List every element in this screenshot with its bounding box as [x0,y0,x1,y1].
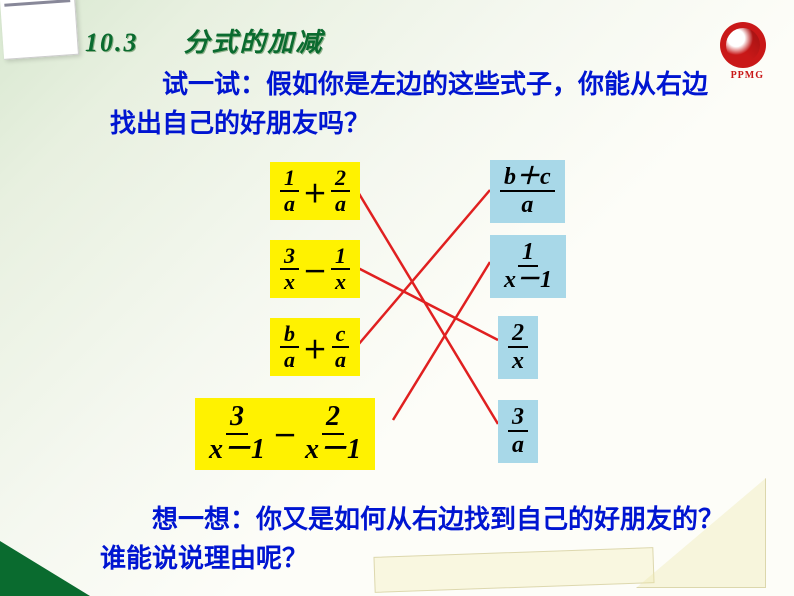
fraction: 3x－1 [205,402,269,466]
fraction: ba [280,322,299,372]
operator: － [273,416,297,451]
left-expression-L4: 3x－1－2x－1 [195,398,375,470]
fraction: 3a [508,404,528,459]
numerator: 1 [280,166,299,192]
numerator: b [280,322,299,348]
fraction: 1a [280,166,299,216]
match-line [358,190,490,345]
left-expression-L1: 1a＋2a [270,162,360,220]
numerator: 1 [331,244,350,270]
denominator: a [331,348,350,372]
fraction: 1x－1 [500,239,556,294]
denominator: a [280,192,299,216]
operator: ＋ [303,174,327,209]
denominator: a [508,432,528,458]
notepad-graphic [0,0,79,60]
fraction: 2x [508,320,528,375]
match-line [358,268,498,340]
numerator: 2 [322,402,344,435]
numerator: 3 [280,244,299,270]
numerator: 1 [518,239,538,267]
denominator: x [508,348,528,374]
operator: － [303,252,327,287]
match-line [393,262,490,420]
denominator: x－1 [301,435,365,466]
section-title: 分式的加减 [184,28,324,57]
denominator: a [331,192,350,216]
right-expression-R3: 2x [498,316,538,379]
denominator: x－1 [500,267,556,293]
denominator: x [280,270,299,294]
operator: ＋ [303,330,327,365]
numerator: c [332,322,350,348]
denominator: x－1 [205,435,269,466]
numerator: b＋c [500,164,555,192]
fraction: b＋ca [500,164,555,219]
right-expression-R2: 1x－1 [490,235,566,298]
numerator: 2 [508,320,528,348]
right-expression-R4: 3a [498,400,538,463]
think-prompt: 想一想：你又是如何从右边找到自己的好朋友的？谁能说说理由呢？ [100,500,730,578]
fraction: 2x－1 [301,402,365,466]
left-expression-L3: ba＋ca [270,318,360,376]
fraction: ca [331,322,350,372]
fraction: 1x [331,244,350,294]
right-expression-R1: b＋ca [490,160,565,223]
corner-accent [0,541,90,596]
slide-title: 10.3 分式的加减 [85,22,324,59]
denominator: a [517,192,537,218]
fraction: 3x [280,244,299,294]
section-number: 10.3 [85,28,139,57]
numerator: 3 [226,402,248,435]
fraction: 2a [331,166,350,216]
denominator: a [280,348,299,372]
denominator: x [331,270,350,294]
numerator: 2 [331,166,350,192]
try-it-prompt: 试一试：假如你是左边的这些式子，你能从右边找出自己的好朋友吗？ [110,65,710,143]
brand-logo-text: PPMG [731,70,764,81]
left-expression-L2: 3x－1x [270,240,360,298]
match-line [358,192,498,424]
numerator: 3 [508,404,528,432]
brand-logo-icon [720,22,766,68]
